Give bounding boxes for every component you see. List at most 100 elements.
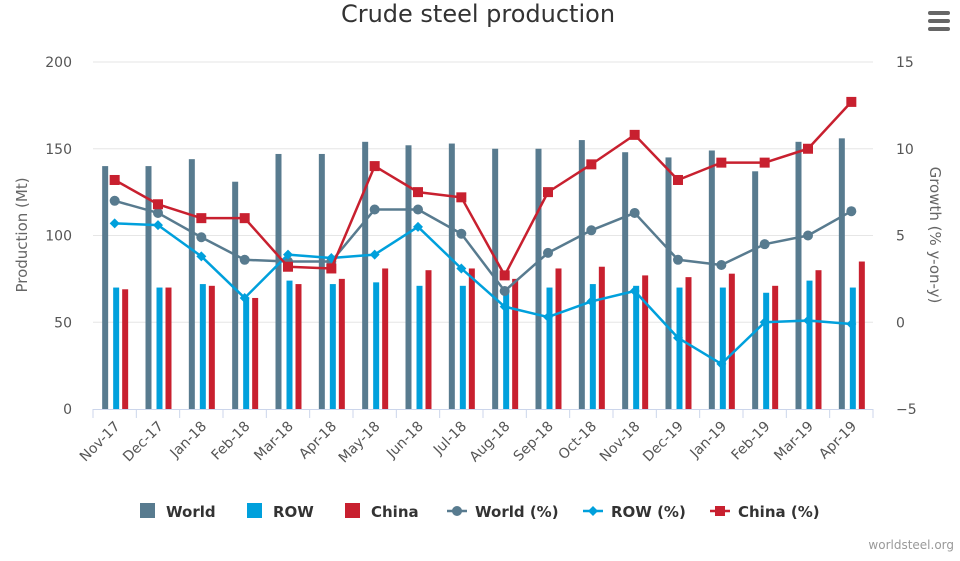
bar-china <box>815 270 822 409</box>
bar-row <box>849 287 856 409</box>
point-row-pct <box>196 251 207 262</box>
x-tick-label: May-18 <box>336 419 384 467</box>
x-tick-label: Oct-18 <box>556 419 601 464</box>
y-axis-right-title: Growth (% y-on-y) <box>926 167 944 304</box>
bar-row <box>503 287 510 409</box>
point-world-pct <box>543 247 553 258</box>
y-left-tick-label: 150 <box>45 142 72 158</box>
bar-china <box>425 270 432 409</box>
point-world-pct <box>413 204 423 215</box>
legend-marker <box>452 506 462 516</box>
point-row-pct <box>543 312 553 323</box>
y-right-tick-label: 10 <box>896 142 914 158</box>
line-row-pct <box>114 222 852 366</box>
bar-world <box>578 140 585 409</box>
bar-world <box>405 145 412 409</box>
bar-world <box>188 159 195 409</box>
bar-row <box>589 284 596 409</box>
bar-row <box>806 280 813 409</box>
line-series <box>109 96 857 369</box>
bar-row <box>763 292 770 409</box>
bar-world <box>145 166 152 409</box>
y-right-tick-label: 0 <box>896 315 905 331</box>
point-row-pct <box>673 332 683 343</box>
point-row-pct <box>369 249 380 260</box>
bar-china <box>252 297 259 409</box>
bar-china <box>165 287 172 409</box>
legend-swatch <box>345 503 360 518</box>
legend-item-row[interactable]: ROW (%) <box>583 503 686 521</box>
point-china-pct <box>629 129 640 140</box>
y-left-tick-label: 200 <box>45 55 72 71</box>
legend-label: ROW (%) <box>611 503 686 521</box>
x-tick-label: Mar-18 <box>251 419 297 465</box>
point-china-pct <box>153 199 163 210</box>
bar-world <box>275 153 282 409</box>
point-world-pct <box>109 195 120 206</box>
bar-china <box>208 285 215 409</box>
x-tick-label: Nov-18 <box>597 419 644 466</box>
bar-china <box>382 268 389 409</box>
point-world-pct <box>499 286 510 297</box>
point-row-pct <box>716 358 727 369</box>
point-row-pct <box>629 286 640 297</box>
y-axis-left-title: Production (Mt) <box>13 177 31 292</box>
point-row-pct <box>239 292 250 303</box>
point-world-pct <box>803 230 813 241</box>
bar-row <box>719 287 726 409</box>
bar-row <box>373 282 380 409</box>
bar-china <box>728 273 735 409</box>
point-china-pct <box>803 143 813 154</box>
bar-china <box>122 289 129 409</box>
bar-row <box>286 280 293 409</box>
point-world-pct <box>239 254 250 265</box>
x-tick-label: Dec-19 <box>640 419 687 466</box>
point-row-pct <box>846 318 857 329</box>
bar-world <box>838 138 845 409</box>
point-china-pct <box>326 263 337 274</box>
point-world-pct <box>153 207 163 218</box>
point-row-pct <box>413 221 423 232</box>
bar-world <box>622 152 629 409</box>
bar-world <box>708 150 715 410</box>
x-tick-label: Mar-19 <box>771 419 817 465</box>
point-china-pct <box>239 213 250 224</box>
legend-item-world[interactable]: World <box>140 503 216 521</box>
legend-marker <box>588 506 598 516</box>
x-tick-label: Jan-19 <box>687 419 730 462</box>
point-world-pct <box>716 259 727 270</box>
legend-item-world[interactable]: World (%) <box>447 503 559 521</box>
x-tick-label: Nov-17 <box>77 419 124 466</box>
point-china-pct <box>716 157 727 168</box>
x-tick-label: Apr-19 <box>816 419 860 463</box>
bar-row <box>633 285 640 409</box>
legend: World ROW China World (%) ROW (%) China (%) <box>140 503 820 521</box>
point-world-pct <box>846 206 857 217</box>
bar-row <box>199 284 206 409</box>
x-tick-label: Sep-18 <box>511 419 557 465</box>
bar-series <box>102 138 865 410</box>
y-left-tick-label: 50 <box>54 315 72 331</box>
bar-china <box>338 278 345 409</box>
bar-world <box>535 148 542 409</box>
legend-item-china[interactable]: China (%) <box>710 503 820 521</box>
y-left-tick-label: 100 <box>45 229 72 245</box>
point-china-pct <box>673 174 683 185</box>
legend-label: World (%) <box>475 503 559 521</box>
legend-label: ROW <box>273 503 314 521</box>
legend-swatch <box>140 503 155 518</box>
bar-china <box>858 261 865 409</box>
bar-row <box>113 287 120 409</box>
point-world-pct <box>629 207 640 218</box>
hamburger-menu-icon[interactable] <box>926 8 952 34</box>
bar-row <box>329 284 336 409</box>
point-row-pct <box>456 263 467 274</box>
credit-link[interactable]: worldsteel.org <box>868 538 954 552</box>
legend-item-row[interactable]: ROW <box>247 503 314 521</box>
point-china-pct <box>196 213 207 224</box>
bar-world <box>232 181 239 409</box>
point-world-pct <box>586 225 597 236</box>
point-row-pct <box>586 296 597 307</box>
legend-item-china[interactable]: China <box>345 503 419 521</box>
